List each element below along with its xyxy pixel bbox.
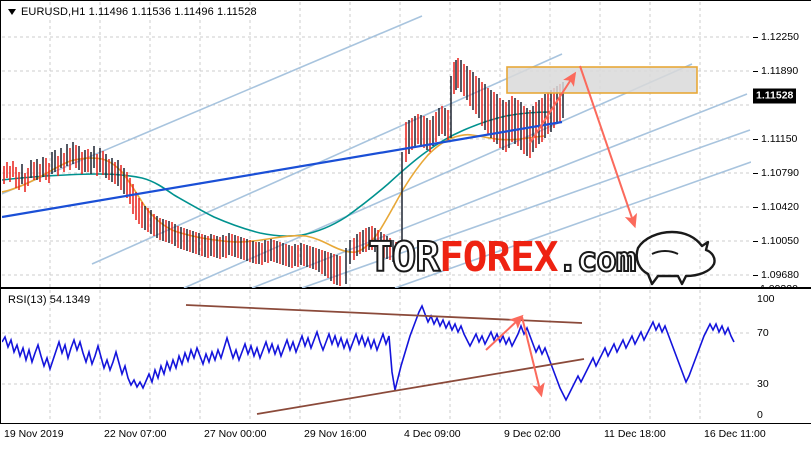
time-tick: 4 Dec 09:00 (404, 428, 461, 440)
time-tick: 16 Dec 11:00 (704, 428, 766, 440)
current-price-label: 1.11528 (753, 88, 797, 104)
price-chart-svg (2, 2, 751, 288)
rsi-tick: 0 (757, 409, 763, 421)
forecast-up-arrow[interactable] (529, 71, 577, 144)
price-tick: 1.10050 (753, 235, 799, 247)
rsi-tick: 70 (757, 327, 769, 339)
rsi-tick: 30 (757, 378, 769, 390)
rsi-wedge-lines[interactable] (185, 304, 585, 415)
time-tick: 19 Nov 2019 (4, 428, 64, 440)
price-axis[interactable]: 1.12250 1.11890 1.11150 1.10790 1.10420 … (751, 1, 811, 287)
price-chart-panel[interactable]: TORFOREX.com EURUSD,H1 1.11496 1.11536 1… (0, 0, 811, 289)
rsi-chart-svg (2, 290, 751, 422)
channel-lines (2, 15, 751, 288)
rsi-axis[interactable]: 100 70 30 0 (751, 289, 811, 423)
symbol-timeframe-label: EURUSD,H1 1.11496 1.11536 1.11496 1.1152… (21, 6, 257, 18)
price-tick: 1.11890 (753, 65, 798, 77)
rsi-chart-panel[interactable]: RSI(13) 54.1349 100 70 30 0 (0, 289, 811, 424)
time-tick: 27 Nov 00:00 (204, 428, 267, 440)
time-tick: 11 Dec 18:00 (604, 428, 666, 440)
price-panel-header[interactable]: EURUSD,H1 1.11496 1.11536 1.11496 1.1152… (8, 6, 257, 18)
price-tick: 1.11150 (753, 133, 797, 145)
chevron-down-icon[interactable] (8, 9, 16, 15)
rsi-forecast-down-arrow[interactable] (521, 316, 545, 398)
rsi-wedge-lower (256, 358, 585, 415)
candlestick-series (3, 58, 564, 286)
rsi-line (2, 304, 735, 402)
rsi-forecast-arrows[interactable] (485, 314, 545, 398)
time-tick: 22 Nov 07:00 (104, 428, 167, 440)
rsi-gridlines (2, 290, 751, 422)
rsi-plot-area[interactable]: RSI(13) 54.1349 (2, 290, 751, 422)
rsi-indicator-label: RSI(13) 54.1349 (8, 294, 91, 306)
time-axis[interactable]: 19 Nov 2019 22 Nov 07:00 27 Nov 00:00 29… (0, 424, 811, 449)
ma-slow-line (2, 111, 551, 237)
time-tick: 29 Nov 16:00 (304, 428, 367, 440)
blue-trendline (2, 120, 563, 219)
price-tick: 1.10420 (753, 201, 799, 213)
rsi-tick: 100 (757, 293, 775, 305)
price-tick: 1.12250 (753, 31, 799, 43)
price-gridlines (2, 2, 751, 288)
price-tick: 1.09680 (753, 269, 799, 281)
forecast-arrows[interactable] (529, 65, 637, 229)
price-plot-area[interactable]: TORFOREX.com EURUSD,H1 1.11496 1.11536 1… (2, 2, 751, 288)
rsi-forecast-up-arrow[interactable] (485, 314, 524, 351)
forecast-down-arrow[interactable] (579, 65, 637, 229)
time-tick: 9 Dec 02:00 (504, 428, 561, 440)
price-tick: 1.10790 (753, 167, 799, 179)
resistance-zone-rect[interactable] (506, 66, 698, 94)
